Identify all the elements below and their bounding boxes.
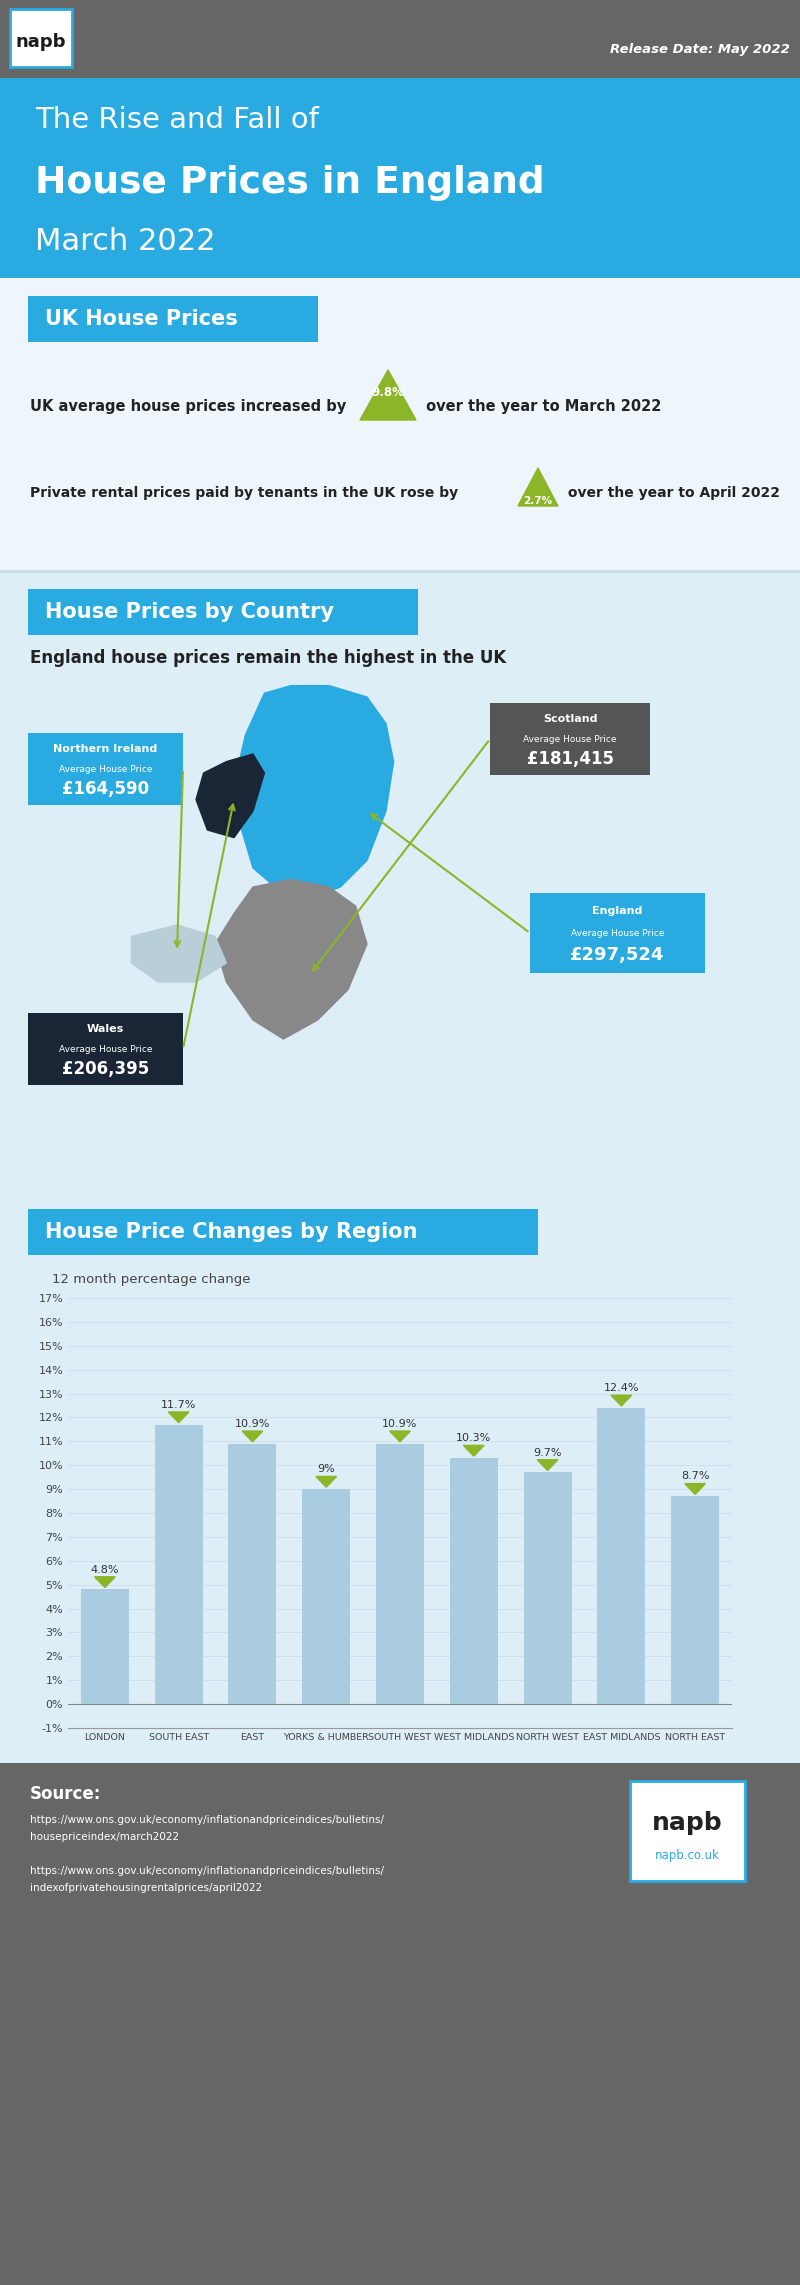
Bar — [28, 590, 418, 635]
Text: napb: napb — [652, 1812, 723, 1835]
Bar — [302, 1490, 350, 1705]
Text: House Prices in England: House Prices in England — [35, 165, 545, 201]
Text: 12 month percentage change: 12 month percentage change — [52, 1273, 250, 1286]
Polygon shape — [316, 1476, 337, 1488]
Polygon shape — [518, 468, 558, 505]
Text: napb: napb — [16, 32, 66, 50]
Text: 9%: 9% — [318, 1465, 335, 1474]
Text: £181,415: £181,415 — [526, 749, 614, 768]
Text: Average House Price: Average House Price — [523, 733, 617, 743]
Bar — [229, 1444, 277, 1705]
Polygon shape — [94, 1577, 115, 1588]
Text: England: England — [592, 905, 642, 916]
Text: 11.7%: 11.7% — [161, 1401, 196, 1410]
Polygon shape — [234, 686, 394, 898]
Text: 8.7%: 8.7% — [681, 1472, 710, 1481]
Bar — [530, 893, 705, 973]
Polygon shape — [196, 754, 264, 839]
Text: Scotland: Scotland — [542, 713, 598, 724]
Bar — [450, 1458, 498, 1705]
Text: 10.3%: 10.3% — [456, 1433, 491, 1444]
Text: £297,524: £297,524 — [570, 946, 665, 964]
Bar — [0, 1764, 800, 2285]
Polygon shape — [390, 1430, 410, 1442]
Polygon shape — [360, 370, 416, 420]
Text: 9.8%: 9.8% — [371, 386, 405, 400]
Text: Release Date: May 2022: Release Date: May 2022 — [610, 43, 790, 57]
Text: Private rental prices paid by tenants in the UK rose by: Private rental prices paid by tenants in… — [30, 487, 463, 500]
Text: UK average house prices increased by: UK average house prices increased by — [30, 398, 351, 414]
Bar — [81, 1590, 129, 1705]
Bar — [0, 574, 800, 1193]
Polygon shape — [463, 1446, 484, 1456]
Bar — [0, 569, 800, 574]
Bar — [671, 1497, 719, 1705]
Text: England house prices remain the highest in the UK: England house prices remain the highest … — [30, 649, 506, 667]
Text: housepriceindex/march2022: housepriceindex/march2022 — [30, 1833, 179, 1842]
Bar — [28, 297, 318, 343]
Text: 12.4%: 12.4% — [603, 1382, 639, 1394]
Polygon shape — [168, 1412, 189, 1424]
Text: 2.7%: 2.7% — [523, 496, 553, 505]
Bar — [0, 1193, 800, 1764]
Text: House Prices by Country: House Prices by Country — [45, 601, 334, 622]
Text: 9.7%: 9.7% — [534, 1449, 562, 1458]
Text: March 2022: March 2022 — [35, 228, 215, 256]
Text: Average House Price: Average House Price — [570, 928, 664, 937]
Polygon shape — [538, 1460, 558, 1472]
Text: over the year to April 2022: over the year to April 2022 — [563, 487, 780, 500]
Bar — [28, 1012, 183, 1085]
Polygon shape — [215, 880, 367, 1040]
Bar — [10, 9, 72, 66]
Text: Wales: Wales — [87, 1024, 124, 1033]
Polygon shape — [131, 925, 226, 983]
Text: Average House Price: Average House Price — [58, 765, 152, 775]
Text: Northern Ireland: Northern Ireland — [54, 745, 158, 754]
Text: The Rise and Fall of: The Rise and Fall of — [35, 105, 319, 135]
Text: over the year to March 2022: over the year to March 2022 — [421, 398, 662, 414]
Bar — [0, 279, 800, 574]
Text: indexofprivatehousingrentalprices/april2022: indexofprivatehousingrentalprices/april2… — [30, 1883, 262, 1892]
Text: House Price Changes by Region: House Price Changes by Region — [45, 1222, 418, 1243]
Bar — [490, 704, 650, 775]
Bar — [598, 1408, 646, 1705]
Polygon shape — [242, 1430, 262, 1442]
Text: 10.9%: 10.9% — [382, 1419, 418, 1428]
Polygon shape — [685, 1483, 706, 1494]
Text: 4.8%: 4.8% — [90, 1565, 119, 1574]
Bar — [28, 1209, 538, 1254]
Bar — [523, 1472, 571, 1705]
Bar — [154, 1424, 202, 1705]
Polygon shape — [611, 1396, 632, 1405]
Text: £206,395: £206,395 — [62, 1060, 149, 1079]
Text: Average House Price: Average House Price — [58, 1044, 152, 1053]
Bar — [630, 1780, 745, 1881]
Bar — [376, 1444, 424, 1705]
Text: Source:: Source: — [30, 1785, 102, 1803]
Bar — [0, 78, 800, 279]
Text: £164,590: £164,590 — [62, 779, 149, 797]
Text: https://www.ons.gov.uk/economy/inflationandpriceindices/bulletins/: https://www.ons.gov.uk/economy/inflation… — [30, 1867, 384, 1876]
Bar — [0, 0, 800, 78]
Text: https://www.ons.gov.uk/economy/inflationandpriceindices/bulletins/: https://www.ons.gov.uk/economy/inflation… — [30, 1814, 384, 1826]
Text: UK House Prices: UK House Prices — [45, 308, 238, 329]
Bar — [28, 733, 183, 804]
Text: 10.9%: 10.9% — [234, 1419, 270, 1428]
Text: napb.co.uk: napb.co.uk — [655, 1849, 720, 1862]
